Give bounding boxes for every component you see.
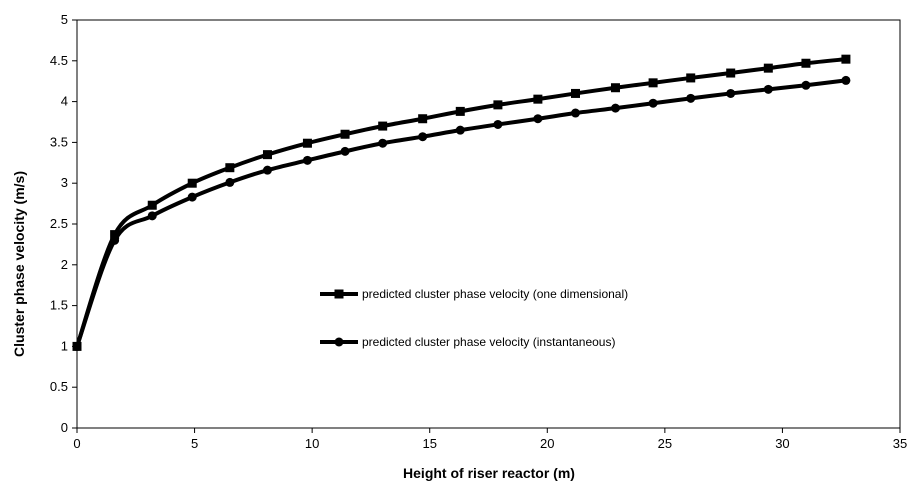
x-tick-label: 35	[893, 436, 907, 451]
data-point-square	[378, 121, 388, 131]
data-point-circle	[455, 125, 465, 135]
legend-item-1: predicted cluster phase velocity (one di…	[320, 287, 628, 301]
y-tick-label: 3.5	[50, 134, 68, 149]
x-tick-label: 5	[191, 436, 198, 451]
data-point-circle	[418, 132, 428, 142]
data-point-circle	[763, 84, 773, 94]
data-point-square	[801, 58, 811, 68]
data-point-circle	[110, 235, 120, 245]
data-point-square	[110, 230, 120, 240]
data-point-square	[726, 68, 736, 78]
data-point-square	[686, 73, 696, 83]
data-point-square	[533, 94, 543, 104]
data-point-circle	[610, 103, 620, 113]
data-point-circle	[147, 211, 157, 221]
x-tick-label: 20	[540, 436, 554, 451]
x-tick-label: 10	[305, 436, 319, 451]
data-point-circle	[686, 93, 696, 103]
data-point-square	[418, 114, 428, 124]
x-axis-title: Height of riser reactor (m)	[403, 465, 575, 481]
y-tick-label: 4	[61, 94, 68, 109]
x-tick-label: 15	[422, 436, 436, 451]
legend-label: predicted cluster phase velocity (instan…	[362, 335, 615, 349]
data-point-circle	[378, 138, 388, 148]
data-point-circle	[571, 108, 581, 118]
y-tick-label: 5	[61, 12, 68, 27]
data-point-square	[187, 178, 197, 188]
legend-label: predicted cluster phase velocity (one di…	[362, 287, 628, 301]
x-tick-label: 25	[658, 436, 672, 451]
legend-item-2: predicted cluster phase velocity (instan…	[320, 335, 615, 349]
data-point-circle	[801, 80, 811, 90]
data-point-circle	[340, 146, 350, 156]
data-point-square	[340, 129, 350, 139]
data-point-circle	[648, 98, 658, 108]
data-point-circle	[187, 192, 197, 202]
x-tick-label: 30	[775, 436, 789, 451]
data-point-circle	[72, 341, 82, 351]
data-point-square	[455, 106, 465, 116]
data-point-square	[493, 100, 503, 110]
y-tick-label: 0	[61, 420, 68, 435]
data-point-square	[225, 163, 235, 173]
data-point-circle	[225, 177, 235, 187]
data-point-square	[763, 63, 773, 73]
series-2	[72, 75, 851, 351]
data-point-circle	[262, 165, 272, 175]
data-point-square	[841, 54, 851, 64]
y-tick-label: 0.5	[50, 379, 68, 394]
data-point-circle	[841, 75, 851, 85]
x-tick-label: 0	[73, 436, 80, 451]
data-point-square	[262, 150, 272, 160]
data-point-circle	[726, 88, 736, 98]
y-tick-label: 4.5	[50, 53, 68, 68]
data-point-square	[147, 200, 157, 210]
data-point-square	[610, 83, 620, 93]
y-tick-label: 3	[61, 175, 68, 190]
legend-marker-circle	[334, 337, 344, 347]
y-tick-label: 1	[61, 338, 68, 353]
plot-area-frame	[76, 19, 901, 429]
y-tick-label: 1.5	[50, 298, 68, 313]
data-point-square	[648, 78, 658, 88]
data-point-circle	[533, 114, 543, 124]
data-point-square	[302, 138, 312, 148]
y-tick-label: 2	[61, 257, 68, 272]
y-axis-title: Cluster phase velocity (m/s)	[11, 171, 27, 357]
legend-marker-square	[334, 289, 344, 299]
y-tick-label: 2.5	[50, 216, 68, 231]
data-point-square	[571, 88, 581, 98]
data-point-circle	[302, 155, 312, 165]
data-point-circle	[493, 119, 503, 129]
